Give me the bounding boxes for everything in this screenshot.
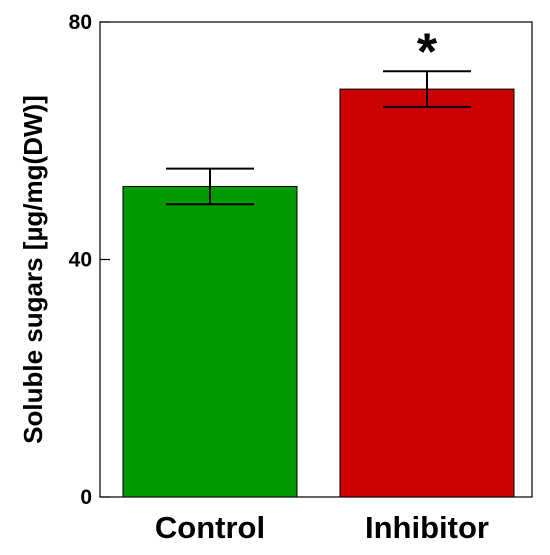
x-category-label: Control — [155, 510, 265, 545]
plot-area: 0 40 80 Control Inhibitor * — [69, 11, 533, 545]
bar-inhibitor — [339, 88, 515, 498]
y-tick-label: 40 — [69, 249, 92, 272]
significance-asterisk: * — [417, 23, 438, 81]
y-axis-title: Soluble sugars [µg/mg(DW)] — [18, 95, 48, 444]
bar-control — [122, 185, 298, 498]
y-tick-label: 0 — [80, 486, 92, 509]
x-category-label: Inhibitor — [365, 510, 489, 545]
y-tick-label: 80 — [69, 11, 92, 34]
